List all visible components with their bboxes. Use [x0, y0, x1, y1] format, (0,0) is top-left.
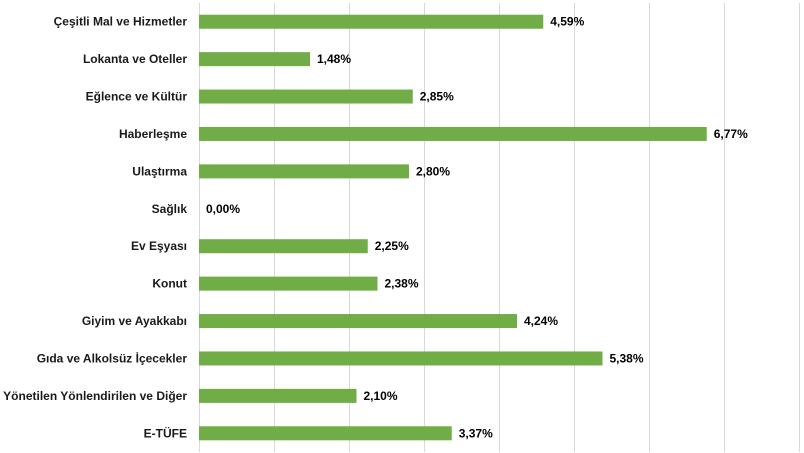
- value-label-eglence-ve-kultur: 2,85%: [420, 90, 454, 104]
- category-label-saglik: Sağlık: [152, 202, 188, 216]
- bars: [199, 14, 707, 441]
- category-label-ev-esyasi: Ev Eşyası: [131, 239, 187, 253]
- category-labels: Çeşitli Mal ve Hizmetler Lokanta ve Otell…: [3, 15, 187, 441]
- value-label-cesitli-mal-ve-hizmetler: 4,59%: [550, 15, 584, 29]
- bar-eglence-ve-kultur: [199, 89, 413, 104]
- category-label-lokanta-ve-oteller: Lokanta ve Oteller: [83, 52, 187, 66]
- value-label-e-tufe: 3,37%: [459, 426, 493, 440]
- bar-ulastirma: [199, 164, 409, 179]
- bar-cesitli-mal-ve-hizmetler: [199, 14, 544, 29]
- value-label-konut: 2,38%: [385, 277, 419, 291]
- value-label-giyim-ve-ayakkabi: 4,24%: [524, 314, 558, 328]
- category-label-e-tufe: E-TÜFE: [144, 425, 187, 440]
- bar-lokanta-ve-oteller: [199, 52, 310, 67]
- bar-ev-esyasi: [199, 239, 368, 254]
- value-label-gida-ve-alkolsuz-icecekler: 5,38%: [610, 351, 644, 365]
- gridlines: [199, 3, 800, 452]
- category-label-giyim-ve-ayakkabi: Giyim ve Ayakkabı: [82, 314, 187, 328]
- category-label-gida-ve-alkolsuz-icecekler: Gıda ve Alkolsüz İçecekler: [37, 350, 188, 365]
- bar-haberlesme: [199, 126, 707, 141]
- category-label-haberlesme: Haberleşme: [119, 127, 187, 141]
- value-label-ev-esyasi: 2,25%: [375, 239, 409, 253]
- value-labels: 4,59% 1,48% 2,85% 6,77% 2,80% 0,00% 2,25% 2,38%…: [206, 15, 748, 441]
- value-label-yonetilen-yonlendirilen-ve-diger: 2,10%: [364, 389, 398, 403]
- value-label-ulastirma: 2,80%: [416, 164, 450, 178]
- bar-yonetilen-yonlendirilen-ve-diger: [199, 388, 357, 403]
- category-label-eglence-ve-kultur: Eğlence ve Kültür: [86, 90, 188, 104]
- bar-gida-ve-alkolsuz-icecekler: [199, 351, 603, 366]
- category-label-cesitli-mal-ve-hizmetler: Çeşitli Mal ve Hizmetler: [54, 15, 188, 29]
- value-label-lokanta-ve-oteller: 1,48%: [317, 52, 351, 66]
- category-label-ulastirma: Ulaştırma: [132, 164, 187, 178]
- bar-e-tufe: [199, 426, 452, 441]
- category-label-yonetilen-yonlendirilen-ve-diger: Yönetilen Yönlendirilen ve Diğer: [3, 389, 187, 403]
- category-label-konut: Konut: [152, 277, 187, 291]
- bar-konut: [199, 276, 378, 291]
- value-label-saglik: 0,00%: [206, 202, 240, 216]
- bar-giyim-ve-ayakkabi: [199, 314, 517, 329]
- value-label-haberlesme: 6,77%: [714, 127, 748, 141]
